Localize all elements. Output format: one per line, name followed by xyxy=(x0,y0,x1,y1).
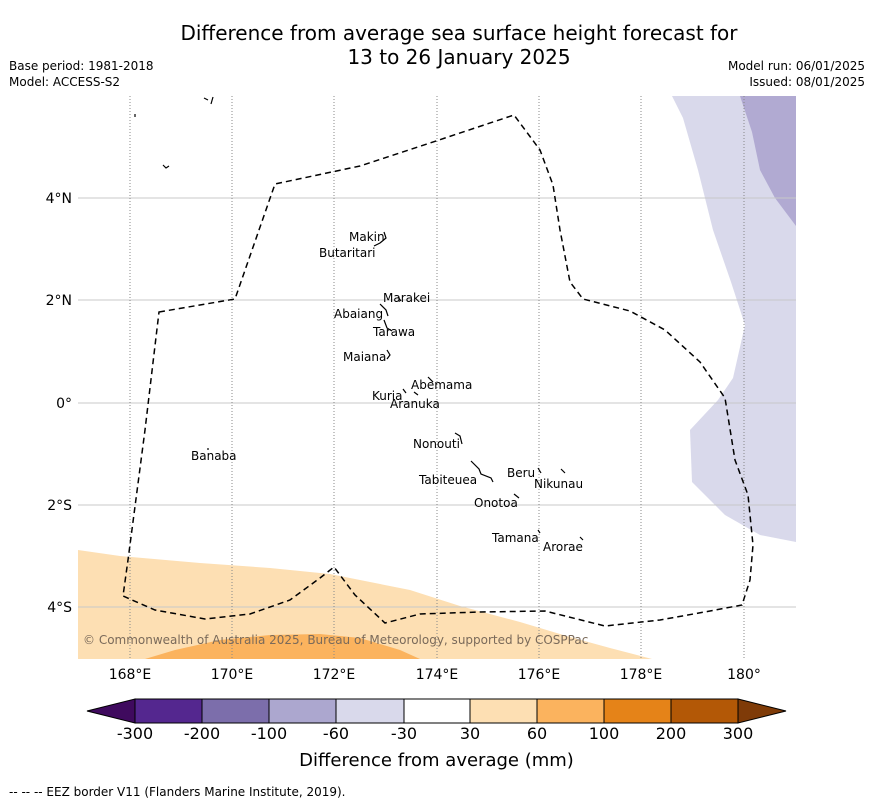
place-labels: Makin Butaritari Marakei Abaiang Tarawa … xyxy=(191,230,583,554)
colorbar-segment xyxy=(403,698,471,724)
copyright-text: © Commonwealth of Australia 2025, Bureau… xyxy=(83,633,588,647)
island-outlines xyxy=(134,96,584,541)
colorbar-segment xyxy=(335,698,405,724)
eez-border xyxy=(122,114,754,627)
model-run: Model run: 06/01/2025 xyxy=(727,59,865,73)
place-label: Beru xyxy=(507,466,535,480)
longitude-gridlines xyxy=(129,96,745,659)
positive-anomaly-light xyxy=(78,550,652,659)
colorbar-segment xyxy=(268,698,337,724)
place-label: Butaritari xyxy=(319,246,376,260)
lon-label: 174°E xyxy=(416,667,459,683)
negative-anomaly-medium xyxy=(740,96,796,226)
title-line-2: 13 to 26 January 2025 xyxy=(347,45,571,69)
colorbar-tick: 200 xyxy=(655,724,687,743)
colorbar-tick: -300 xyxy=(116,724,154,743)
colorbar-tick: -30 xyxy=(390,724,418,743)
chart-title: Difference from average sea surface heig… xyxy=(0,21,873,69)
lat-label: 4°S xyxy=(47,600,72,616)
colorbar xyxy=(86,698,787,724)
lon-label: 168°E xyxy=(109,667,152,683)
positive-anomaly-medium xyxy=(145,634,420,659)
negative-anomaly-light xyxy=(672,96,796,542)
lat-label: 4°N xyxy=(46,191,72,207)
model-name: Model: ACCESS-S2 xyxy=(9,75,121,89)
colorbar-segment xyxy=(469,698,538,724)
colorbar-tick: 30 xyxy=(459,724,481,743)
lon-label: 170°E xyxy=(211,667,254,683)
place-label: Abemama xyxy=(411,378,472,392)
lon-label: 176°E xyxy=(518,667,561,683)
place-label: Tabiteuea xyxy=(418,473,477,487)
colorbar-segment xyxy=(670,698,739,724)
colorbar-tick: 300 xyxy=(722,724,754,743)
place-label: Nikunau xyxy=(534,477,583,491)
lon-label: 180° xyxy=(727,667,761,683)
place-label: Arorae xyxy=(543,540,583,554)
title-line-1: Difference from average sea surface heig… xyxy=(180,21,738,45)
place-label: Abaiang xyxy=(334,307,383,321)
colorbar-tick: -200 xyxy=(183,724,221,743)
place-label: Banaba xyxy=(191,449,237,463)
colorbar-title: Difference from average (mm) xyxy=(299,750,574,771)
place-label: Makin xyxy=(349,230,385,244)
place-label: Marakei xyxy=(383,291,430,305)
issued-date: Issued: 08/01/2025 xyxy=(749,75,865,89)
colorbar-segment xyxy=(134,698,203,724)
colorbar-segment xyxy=(536,698,605,724)
colorbar-segment xyxy=(201,698,270,724)
place-label: Aranuka xyxy=(390,397,440,411)
colorbar-max-extension xyxy=(737,698,787,724)
place-label: Onotoa xyxy=(474,496,518,510)
colorbar-segment xyxy=(603,698,672,724)
meta-left: Base period: 1981-2018 Model: ACCESS-S2 xyxy=(9,58,154,90)
place-label: Maiana xyxy=(343,350,386,364)
eez-footnote: -- -- -- EEZ border V11 (Flanders Marine… xyxy=(9,785,346,799)
longitude-labels: 168°E 170°E 172°E 174°E 176°E 178°E 180° xyxy=(109,667,761,683)
colorbar-tick: -100 xyxy=(250,724,288,743)
place-label: Tamana xyxy=(491,531,539,545)
map-fields xyxy=(78,96,796,659)
meta-right: Model run: 06/01/2025 Issued: 08/01/2025 xyxy=(728,58,865,90)
place-label: Tarawa xyxy=(372,325,415,339)
colorbar-tick: -60 xyxy=(322,724,350,743)
base-period: Base period: 1981-2018 xyxy=(9,59,154,73)
colorbar-tick: 60 xyxy=(526,724,548,743)
lat-label: 2°S xyxy=(47,498,72,514)
colorbar-min-extension xyxy=(86,698,136,724)
lat-label: 2°N xyxy=(46,293,72,309)
lon-label: 172°E xyxy=(313,667,356,683)
lon-label: 178°E xyxy=(620,667,663,683)
lat-label: 0° xyxy=(56,396,72,412)
place-label: Kuria xyxy=(372,389,403,403)
colorbar-tick: 100 xyxy=(588,724,620,743)
place-label: Nonouti xyxy=(413,437,460,451)
latitude-labels: 4°N 2°N 0° 2°S 4°S xyxy=(46,191,73,616)
